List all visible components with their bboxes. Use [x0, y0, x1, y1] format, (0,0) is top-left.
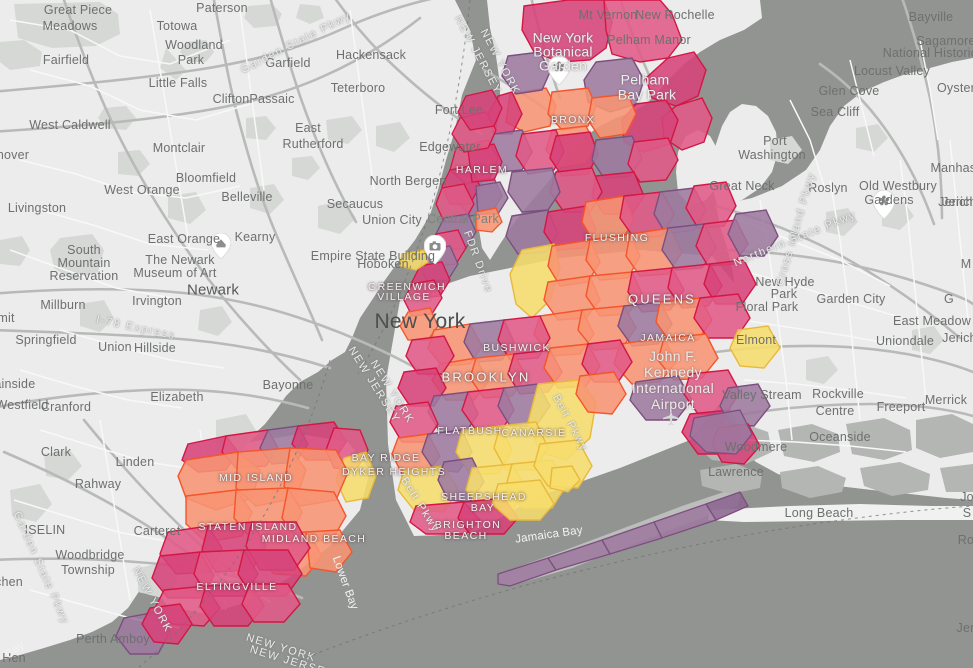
region-tract — [501, 51, 551, 95]
region-tract — [241, 583, 301, 623]
region-tract — [497, 557, 558, 587]
region-tract — [305, 529, 353, 573]
landmass-long-beach — [708, 504, 973, 522]
region-tract — [515, 129, 565, 175]
region-group-bronx — [485, 0, 713, 215]
region-tract — [549, 465, 581, 493]
region-tract — [645, 51, 707, 107]
region-tract — [575, 371, 627, 415]
region-tract — [475, 181, 509, 215]
region-tract — [399, 249, 429, 271]
region-tract — [475, 207, 503, 233]
region-tract — [405, 335, 455, 375]
region-tract — [547, 87, 597, 131]
region-tract — [521, 0, 613, 63]
road-network-minor — [9, 9, 969, 629]
region-tract — [627, 137, 679, 183]
region-tract — [689, 409, 753, 455]
region-tract — [727, 209, 779, 257]
region-group-rockaway — [497, 409, 753, 587]
region-tract — [587, 93, 637, 139]
landmass-port-washington — [712, 104, 778, 208]
region-tract — [457, 89, 503, 131]
region-tract — [729, 325, 781, 369]
region-tract — [491, 479, 555, 521]
region-tract — [705, 491, 749, 521]
region-tract — [141, 603, 193, 645]
region-group-brooklyn — [389, 315, 633, 535]
region-group-staten-island — [115, 421, 377, 655]
region-group-manhattan — [399, 89, 509, 341]
